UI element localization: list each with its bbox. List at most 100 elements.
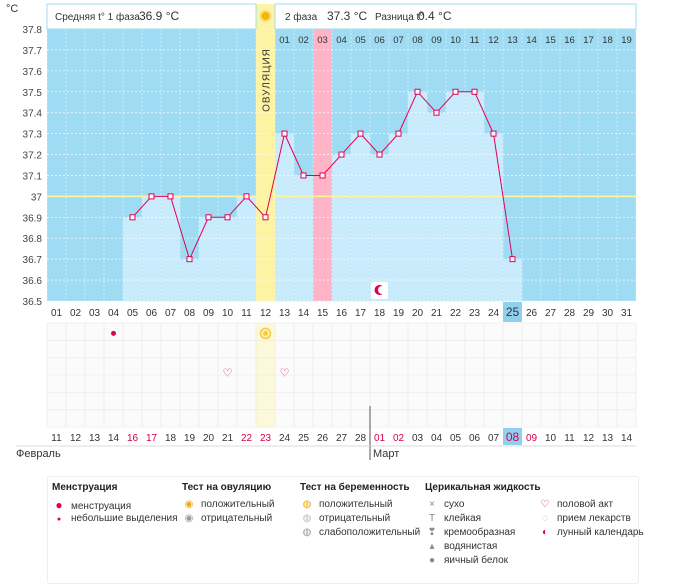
cycle-day-label: 03 — [89, 308, 101, 319]
date-label: 08 — [506, 430, 520, 444]
cycle-day-label: 17 — [355, 308, 367, 319]
temperature-bar — [426, 112, 447, 302]
current-date-cell — [503, 428, 522, 445]
date-label: 16 — [127, 433, 139, 444]
cycle-day-label: 08 — [184, 308, 196, 319]
y-tick-label: 37.3 — [23, 130, 43, 141]
negative-test-icon: ◉ — [184, 513, 194, 524]
y-tick-label: 37.7 — [23, 46, 43, 57]
phase1-value: 36.9 °C — [139, 9, 179, 23]
date-label: 11 — [51, 433, 62, 444]
legend-item: ❣ кремообразная — [425, 526, 541, 540]
heart-icon: ♡ — [280, 367, 290, 380]
phase2-day-label: 09 — [431, 35, 442, 46]
cycle-day-label: 14 — [298, 308, 310, 319]
phase2-day-label: 08 — [412, 35, 423, 46]
temperature-point — [205, 214, 212, 221]
date-label: 12 — [583, 433, 595, 444]
date-label: 25 — [298, 433, 310, 444]
sticky-icon: T — [428, 513, 436, 524]
cycle-day-label: 12 — [260, 308, 272, 319]
moon-icon: ◐ — [541, 527, 549, 538]
date-label: 13 — [602, 433, 614, 444]
legend-item: ▴ водянистая — [425, 540, 541, 554]
date-label: 28 — [355, 433, 367, 444]
legend-item: ◉ положительный — [182, 498, 275, 512]
y-axis-unit: °C — [6, 3, 18, 15]
pill-icon: ◌ — [542, 513, 548, 524]
legend-title: Церикальная жидкость — [425, 482, 541, 493]
temperature-bar — [160, 196, 181, 302]
legend-item: ◉ отрицательный — [182, 512, 274, 526]
phase2-day-label: 04 — [336, 35, 347, 46]
legend-item: ● менструация — [52, 498, 178, 512]
temperature-point — [357, 130, 364, 137]
cycle-day-label: 25 — [506, 305, 520, 319]
cycle-day-label: 18 — [374, 308, 386, 319]
temperature-point — [471, 88, 478, 95]
phase2-day-label: 03 — [317, 35, 328, 46]
temperature-point — [167, 193, 174, 200]
y-tick-label: 37.6 — [23, 67, 43, 78]
diff-label: Разница t° — [375, 12, 423, 23]
date-label: 02 — [393, 433, 405, 444]
legend-title: Тест на беременность — [300, 482, 410, 493]
y-tick-label: 37.5 — [23, 88, 43, 99]
date-label: 19 — [184, 433, 196, 444]
y-tick-label: 36.7 — [23, 255, 43, 266]
phase2-day-label: 19 — [621, 35, 632, 46]
cycle-day-label: 13 — [279, 308, 291, 319]
temperature-point — [338, 151, 345, 158]
legend-item: ◍ отрицательный — [300, 512, 420, 526]
phase2-day-label: 17 — [583, 35, 594, 46]
y-tick-label: 36.6 — [23, 276, 43, 287]
drop-icon: ● — [55, 498, 63, 512]
phase2-day-label: 14 — [526, 35, 537, 46]
temperature-bar — [141, 196, 162, 302]
cycle-day-label: 26 — [526, 308, 538, 319]
cycle-day-label: 11 — [241, 308, 252, 319]
date-label: 24 — [279, 433, 291, 444]
cycle-day-label: 20 — [412, 308, 424, 319]
legend-title: Менструация — [52, 482, 118, 493]
date-label: 03 — [412, 433, 424, 444]
legend-item: ◌ прием лекарств — [538, 512, 644, 526]
cycle-day-label: 19 — [393, 308, 405, 319]
legend-menstruation: Менструация ● менструация ● небольшие выде… — [52, 482, 178, 526]
ovulation-column-rows — [256, 323, 275, 427]
positive-test-icon: ◍ — [302, 499, 312, 510]
y-tick-label: 36.5 — [23, 297, 43, 308]
temperature-point — [148, 193, 155, 200]
eggwhite-icon: ● — [428, 555, 436, 566]
date-label: 06 — [469, 433, 481, 444]
cycle-day-label: 05 — [127, 308, 139, 319]
legend-pregnancy-test: Тест на беременность ◍ положительный ◍ отр… — [300, 482, 420, 540]
cycle-day-label: 31 — [621, 308, 633, 319]
phase2-day-label: 10 — [450, 35, 461, 46]
sun-icon — [259, 10, 272, 22]
legend-item: ◍ слабоположительный — [300, 526, 421, 540]
phase2-day-label: 05 — [355, 35, 366, 46]
date-label: 17 — [146, 433, 158, 444]
legend-item: ♡ половой акт — [538, 498, 644, 512]
y-tick-label: 36.8 — [23, 234, 43, 245]
cycle-day-label: 07 — [165, 308, 177, 319]
cycle-day-label: 10 — [222, 308, 234, 319]
legend-ovulation-test: Тест на овуляцию ◉ положительный ◉ отрицат… — [182, 482, 274, 526]
date-label: 21 — [222, 433, 234, 444]
date-label: 12 — [70, 433, 82, 444]
temperature-point — [224, 214, 231, 221]
legend-item: ● небольшие выделения — [52, 512, 178, 526]
temperature-point — [281, 130, 288, 137]
weak-test-icon: ◍ — [302, 527, 312, 538]
legend-item: ◍ положительный — [300, 498, 420, 512]
date-label: 26 — [317, 433, 329, 444]
temperature-point — [300, 172, 307, 179]
date-label: 23 — [260, 433, 272, 444]
cycle-day-label: 15 — [317, 308, 329, 319]
phase2-label: 2 фаза — [285, 11, 318, 23]
y-tick-label: 36.9 — [23, 213, 43, 224]
phase1-label: Средняя t° 1 фаза — [55, 11, 140, 23]
cycle-day-label: 23 — [469, 308, 481, 319]
temperature-point — [262, 214, 269, 221]
